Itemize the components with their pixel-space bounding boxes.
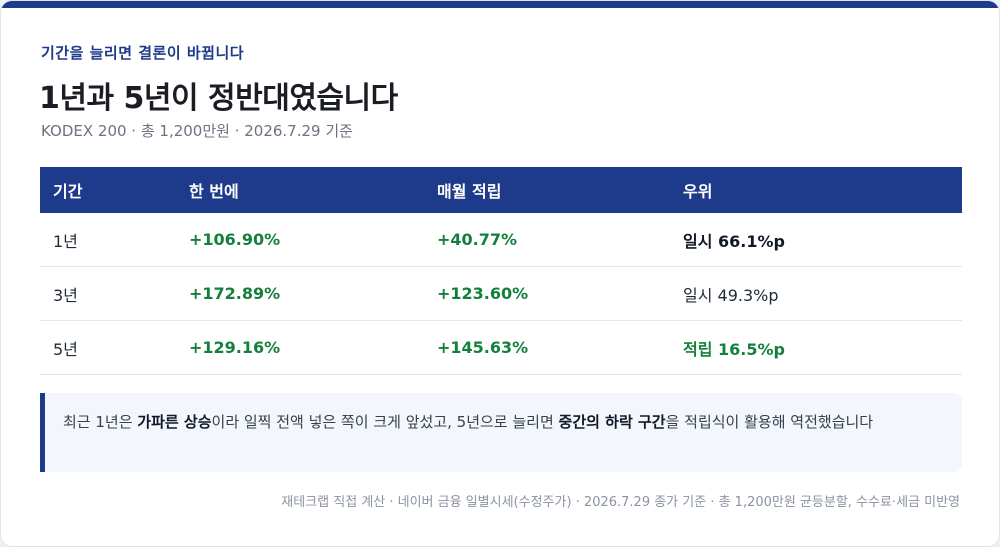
- table-header: 기간 한 번에 매월 적립 우위: [40, 167, 962, 213]
- monthly-cell: +123.60%: [437, 284, 529, 303]
- summary-note: 최근 1년은 가파른 상승이라 일찍 전액 넣은 쪽이 크게 앞섰고, 5년으로…: [40, 393, 962, 472]
- note-highlight: 가파른 상승: [137, 413, 212, 431]
- note-text: 최근 1년은: [63, 413, 138, 431]
- comparison-table: 기간 한 번에 매월 적립 우위 1년 +106.90% +40.77% 일시 …: [40, 167, 962, 375]
- source-footnote: 재테크랩 직접 계산 · 네이버 금융 일별시세(수정주가) · 2026.7.…: [281, 495, 960, 510]
- winner-cell: 일시 66.1%p: [683, 231, 785, 251]
- column-header-monthly: 매월 적립: [437, 182, 502, 201]
- column-header-lump-sum: 한 번에: [189, 182, 239, 201]
- period-cell: 5년: [53, 339, 78, 359]
- note-text: 을 적립식이 활용해 역전했습니다: [665, 413, 874, 431]
- period-cell: 3년: [53, 285, 78, 305]
- meta-info: KODEX 200 · 총 1,200만원 · 2026.7.29 기준: [41, 122, 353, 140]
- table-row: 3년 +172.89% +123.60% 일시 49.3%p: [40, 267, 962, 321]
- lump-sum-cell: +129.16%: [189, 338, 281, 357]
- table-row: 1년 +106.90% +40.77% 일시 66.1%p: [40, 213, 962, 267]
- eyebrow-text: 기간을 늘리면 결론이 바뀝니다: [41, 44, 245, 62]
- note-highlight: 중간의 하락 구간: [558, 413, 666, 431]
- page-title: 1년과 5년이 정반대였습니다: [39, 81, 398, 116]
- period-cell: 1년: [53, 231, 78, 251]
- monthly-cell: +40.77%: [437, 230, 518, 249]
- table-row: 5년 +129.16% +145.63% 적립 16.5%p: [40, 321, 962, 375]
- winner-cell: 적립 16.5%p: [683, 339, 785, 359]
- winner-cell: 일시 49.3%p: [683, 285, 779, 305]
- monthly-cell: +145.63%: [437, 338, 529, 357]
- note-text: 이라 일찍 전액 넣은 쪽이 크게 앞섰고, 5년으로 늘리면: [211, 413, 559, 431]
- accent-bar: [1, 1, 999, 8]
- lump-sum-cell: +172.89%: [189, 284, 281, 303]
- lump-sum-cell: +106.90%: [189, 230, 281, 249]
- column-header-winner: 우위: [683, 182, 713, 201]
- column-header-period: 기간: [53, 182, 83, 201]
